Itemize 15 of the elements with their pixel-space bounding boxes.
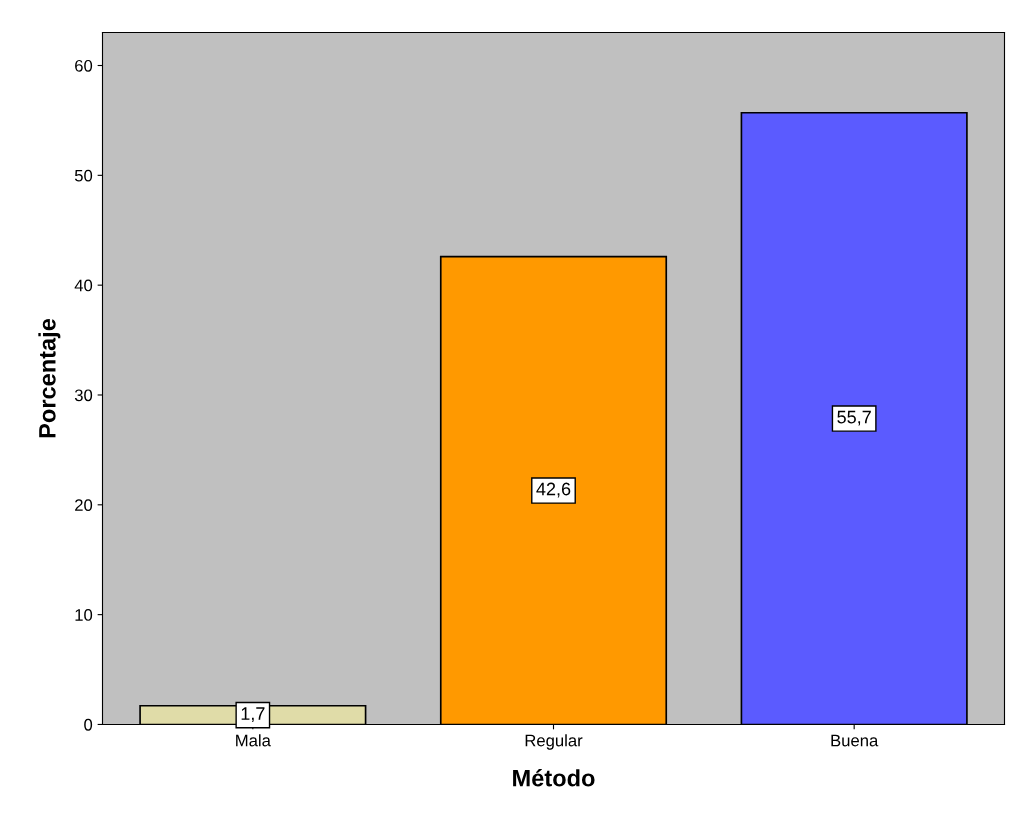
x-axis-title: Método [513, 768, 595, 787]
y-tick-label: 20 [75, 499, 93, 512]
data-label: 1,7 [241, 707, 265, 723]
y-tick-label: 10 [75, 609, 93, 621]
y-tick-label: 60 [75, 59, 93, 72]
y-tick-label: 40 [74, 279, 93, 292]
x-tick-label: Regular [525, 734, 583, 750]
x-tick-label: Mala [236, 734, 271, 747]
y-axis-title: Porcentaje [38, 318, 61, 438]
y-tick-label: 50 [74, 169, 93, 182]
y-tick-label: 0 [84, 718, 93, 731]
x-tick-label: Buena [831, 734, 879, 747]
data-label: 42,6 [536, 482, 571, 498]
y-tick-label: 30 [74, 389, 93, 402]
data-label: 55,7 [837, 410, 871, 426]
